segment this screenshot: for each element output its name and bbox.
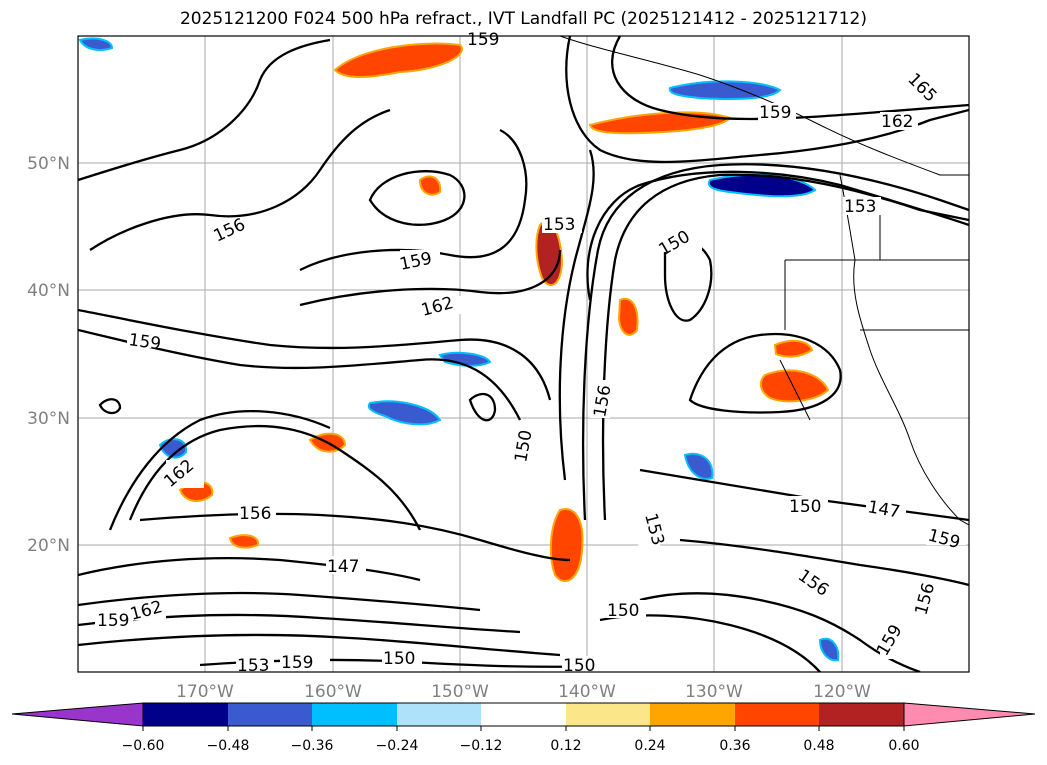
contour-label: 153 — [844, 197, 876, 217]
colorbar-tick-label: 0.12 — [550, 738, 581, 754]
shade-blob-bc — [588, 111, 732, 135]
map-area — [78, 36, 969, 672]
latitude-labels: 50°N 40°N 30°N 20°N — [27, 154, 70, 556]
colorbar-cell — [143, 703, 228, 726]
contour-label: 150 — [607, 601, 639, 621]
colorbar-tick-label: −0.24 — [376, 738, 419, 754]
shade-blob-red-3 — [418, 175, 442, 196]
shade-blob-ca — [773, 339, 814, 358]
colorbar-cell — [650, 703, 735, 726]
colorbar-tick-label: −0.12 — [460, 738, 503, 754]
map-title: 2025121200 F024 500 hPa refract., IVT La… — [179, 9, 867, 29]
colorbar-cell — [735, 703, 819, 726]
shade-blob-blue-7 — [78, 37, 114, 51]
colorbar-tick-label: 0.36 — [719, 738, 750, 754]
colorbar-tick-label: 0.48 — [803, 738, 834, 754]
shade-blob-aleutian — [333, 42, 463, 78]
shade-blob-red-6 — [228, 534, 260, 549]
colorbar-cell — [228, 703, 312, 726]
contour-label: 156 — [239, 504, 271, 524]
shade-blob-south — [549, 508, 584, 582]
colorbar-tick-label: 0.24 — [634, 738, 665, 754]
lat-tick-label: 40°N — [27, 281, 70, 301]
contour-label: 159 — [759, 103, 791, 123]
colorbar-tick-label: −0.60 — [122, 738, 165, 754]
colorbar-cell — [481, 703, 566, 726]
colorbar-extend-low — [11, 702, 144, 727]
longitude-labels: 170°W 160°W 150°W 140°W 130°W 120°W — [176, 682, 871, 702]
lon-tick-label: 170°W — [176, 682, 234, 702]
lat-tick-label: 30°N — [27, 409, 70, 429]
colorbar-cell — [312, 703, 397, 726]
lon-tick-label: 140°W — [558, 682, 616, 702]
contour-label: 153 — [237, 656, 269, 676]
colorbar-extend-high — [903, 702, 1036, 727]
contour-label: 153 — [543, 215, 575, 235]
colorbar-tick-label: −0.36 — [291, 738, 334, 754]
colorbar: −0.60 −0.48 −0.36 −0.24 −0.12 0.12 0.24 … — [11, 702, 1036, 754]
shade-blob-blue-5 — [683, 452, 714, 480]
lat-tick-label: 20°N — [27, 536, 70, 556]
shade-blob-red-4 — [617, 297, 639, 336]
contour-labels: 159 165 162 159 153 156 159 162 153 150 … — [95, 30, 966, 676]
shade-blob-blue-8 — [818, 637, 840, 662]
lon-tick-label: 150°W — [431, 682, 489, 702]
colorbar-tick-label: −0.48 — [207, 738, 250, 754]
contour-label: 150 — [383, 649, 415, 669]
lat-tick-label: 50°N — [27, 154, 70, 174]
colorbar-cell — [819, 703, 904, 726]
shade-blob-baja — [759, 369, 830, 403]
lon-tick-label: 160°W — [304, 682, 362, 702]
contour-label: 150 — [789, 497, 821, 517]
map-frame — [77, 35, 970, 673]
lon-tick-label: 120°W — [813, 682, 871, 702]
refractivity-shading — [78, 37, 840, 662]
contour-label: 159 — [467, 30, 499, 50]
contour-label: 159 — [281, 653, 313, 673]
contour-label: 159 — [97, 611, 129, 631]
colorbar-cell — [397, 703, 481, 726]
contour-label: 162 — [881, 112, 913, 132]
contour-label: 150 — [563, 656, 595, 676]
contour-label: 147 — [327, 557, 359, 577]
lon-tick-label: 130°W — [685, 682, 743, 702]
shade-blob-blue-mid — [367, 400, 442, 426]
coastlines — [559, 36, 969, 526]
colorbar-cell — [566, 703, 650, 726]
contour-label: 159 — [127, 330, 162, 354]
colorbar-tick-label: 0.60 — [888, 738, 919, 754]
